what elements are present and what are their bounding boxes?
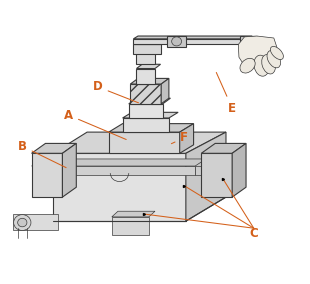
Polygon shape — [180, 124, 193, 153]
Polygon shape — [133, 41, 166, 45]
Circle shape — [14, 215, 31, 230]
Polygon shape — [53, 153, 186, 221]
Polygon shape — [32, 153, 62, 197]
Polygon shape — [201, 143, 246, 153]
Polygon shape — [112, 211, 155, 217]
Polygon shape — [201, 153, 232, 197]
Polygon shape — [112, 217, 149, 235]
Polygon shape — [32, 166, 195, 174]
Polygon shape — [62, 143, 76, 197]
Polygon shape — [129, 104, 163, 118]
Polygon shape — [130, 78, 169, 84]
Circle shape — [148, 137, 156, 144]
Text: C: C — [249, 227, 258, 240]
Polygon shape — [32, 143, 76, 153]
Circle shape — [18, 218, 27, 227]
Circle shape — [182, 135, 190, 143]
Polygon shape — [136, 53, 155, 64]
Polygon shape — [133, 45, 161, 55]
Ellipse shape — [262, 55, 275, 74]
Polygon shape — [240, 36, 257, 49]
Ellipse shape — [267, 51, 281, 68]
Polygon shape — [238, 36, 277, 66]
Polygon shape — [13, 214, 58, 229]
Polygon shape — [133, 39, 248, 45]
Polygon shape — [186, 132, 226, 221]
Polygon shape — [122, 112, 178, 118]
Polygon shape — [136, 64, 161, 68]
Text: B: B — [18, 140, 66, 168]
Ellipse shape — [240, 58, 255, 73]
Circle shape — [172, 37, 182, 46]
Polygon shape — [109, 124, 193, 132]
Ellipse shape — [270, 46, 283, 60]
Ellipse shape — [254, 55, 269, 76]
Text: D: D — [93, 80, 139, 103]
Polygon shape — [167, 36, 186, 47]
Text: A: A — [64, 109, 126, 139]
Polygon shape — [32, 159, 206, 166]
Polygon shape — [129, 98, 171, 104]
Polygon shape — [109, 132, 180, 153]
Circle shape — [114, 138, 122, 146]
Polygon shape — [122, 118, 169, 132]
Polygon shape — [133, 36, 252, 39]
Polygon shape — [136, 68, 155, 84]
Polygon shape — [53, 132, 226, 153]
Polygon shape — [232, 143, 246, 197]
Polygon shape — [161, 78, 169, 104]
Text: E: E — [216, 72, 236, 114]
Polygon shape — [130, 84, 161, 104]
Polygon shape — [195, 166, 235, 174]
Text: F: F — [171, 131, 188, 144]
